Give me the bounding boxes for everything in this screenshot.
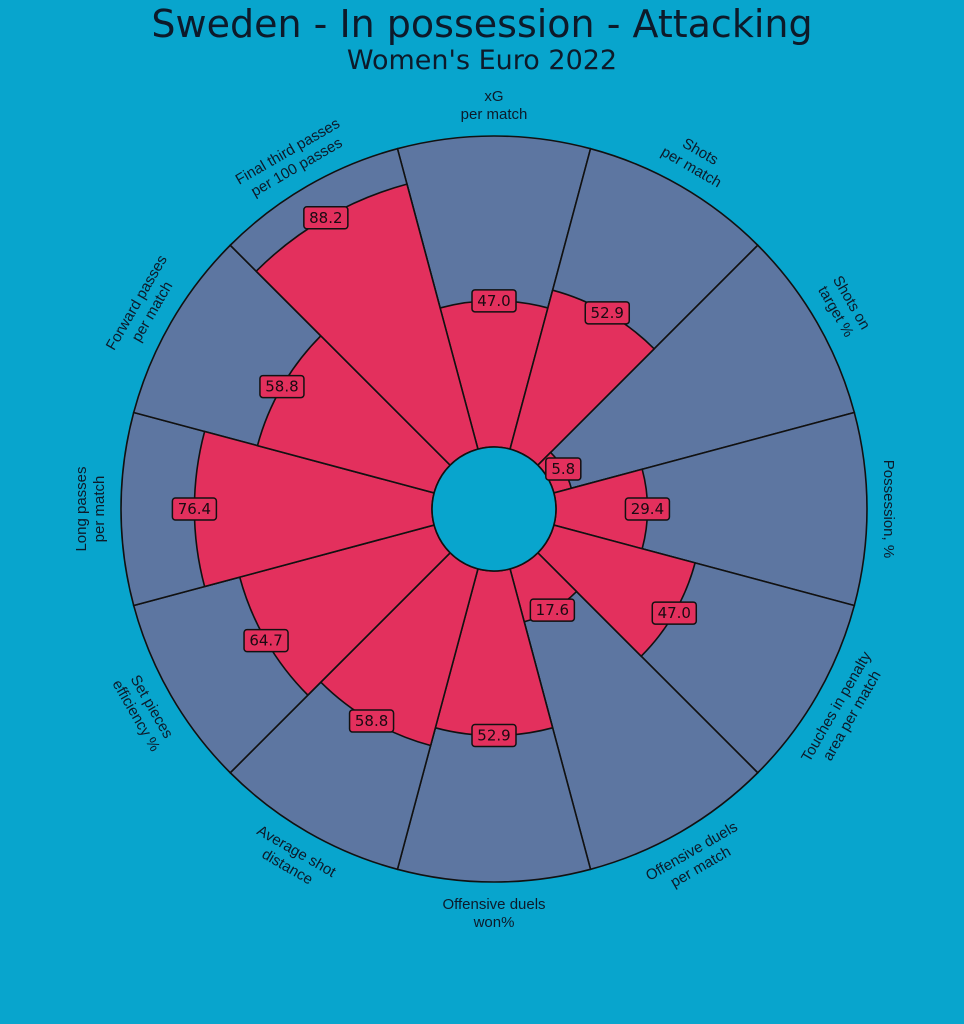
svg-text:52.9: 52.9 xyxy=(477,727,510,745)
center-hole xyxy=(431,446,557,572)
category-label: Possession, % xyxy=(880,460,897,558)
value-label: 76.4 xyxy=(171,497,218,521)
value-label: 58.8 xyxy=(348,709,395,733)
svg-text:76.4: 76.4 xyxy=(178,500,211,518)
svg-text:5.8: 5.8 xyxy=(551,460,575,478)
svg-text:47.0: 47.0 xyxy=(658,604,691,622)
value-label: 47.0 xyxy=(471,289,517,313)
value-labels: 47.0 52.9 5.8 29.4 47.0 17.6 52.9 58.8 64.7 76.4 5… xyxy=(171,206,698,748)
value-label: 64.7 xyxy=(243,628,289,653)
svg-text:17.6: 17.6 xyxy=(536,601,569,619)
svg-text:88.2: 88.2 xyxy=(309,209,342,227)
value-label: 58.8 xyxy=(259,374,305,399)
value-label: 29.4 xyxy=(624,497,671,521)
value-label: 47.0 xyxy=(651,601,698,625)
svg-text:58.8: 58.8 xyxy=(355,712,388,730)
value-label: 5.8 xyxy=(545,457,582,481)
svg-text:47.0: 47.0 xyxy=(477,292,510,310)
svg-text:58.8: 58.8 xyxy=(265,378,298,396)
svg-text:64.7: 64.7 xyxy=(249,632,282,650)
category-label: xG per match xyxy=(461,88,528,123)
value-label: 52.9 xyxy=(471,723,517,748)
value-label: 52.9 xyxy=(584,301,631,325)
category-label: Offensive duels won% xyxy=(442,896,545,931)
value-slices xyxy=(193,183,697,747)
category-label: Long passesper match xyxy=(73,466,108,551)
svg-text:52.9: 52.9 xyxy=(591,304,624,322)
svg-text:29.4: 29.4 xyxy=(631,500,664,518)
chart-subtitle: Women's Euro 2022 xyxy=(346,45,618,76)
value-label: 17.6 xyxy=(529,598,576,622)
value-label: 88.2 xyxy=(303,206,349,230)
chart-title: Sweden - In possession - Attacking xyxy=(151,2,813,46)
